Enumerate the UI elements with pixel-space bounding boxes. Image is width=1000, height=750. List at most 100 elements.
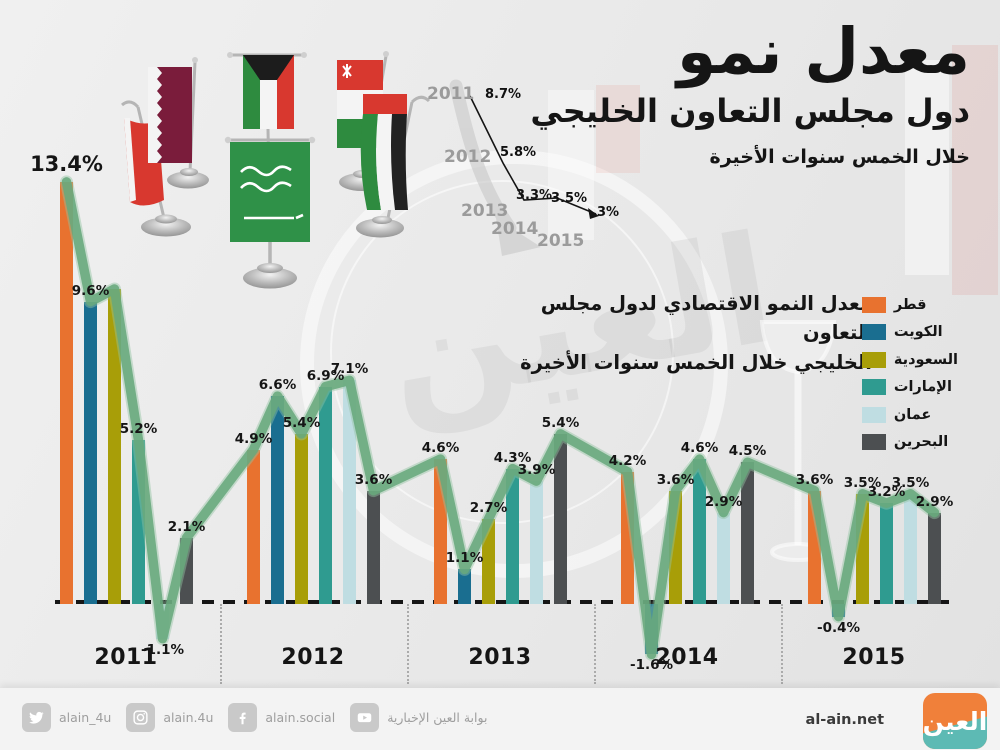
facebook-link[interactable]: alain.social: [228, 703, 335, 732]
gcc-flags-illustration: [121, 51, 431, 289]
legend: قطر الكويت السعودية الإمارات عمان البحرين: [861, 294, 958, 459]
bar-value-bahrain-2015: 2.9%: [915, 493, 954, 510]
title-block: معدل نمو دول مجلس التعاون الخليجي خلال ا…: [530, 15, 971, 169]
legend-label-qatar: قطر: [893, 296, 927, 313]
mini-year-2014: 2014: [491, 219, 539, 239]
page-title: معدل نمو: [677, 15, 970, 88]
bar-value-qatar-2014: 4.2%: [608, 452, 647, 469]
mini-year-2011: 2011: [427, 84, 475, 104]
mini-value-2013: 3.3%: [516, 188, 553, 203]
legend-item-oman: عمان: [861, 404, 958, 425]
bar-value-saudi-2012: 5.4%: [282, 414, 321, 431]
chart-description-line1: معدل النمو الاقتصادي لدول مجلس التعاون: [540, 292, 872, 345]
bar-oman-2015: [904, 493, 917, 604]
bar-value-saudi-2013: 2.7%: [469, 499, 508, 516]
bar-value-oman-2015: 3.5%: [891, 474, 930, 491]
bar-value-uae-2014: 4.6%: [680, 440, 719, 457]
mini-value-2015: 3%: [597, 205, 620, 220]
bar-saudi-2012: [295, 433, 308, 604]
legend-swatch-kuwait: [861, 324, 886, 340]
year-label-2013: 2013: [468, 645, 532, 670]
bar-value-qatar-2011: 13.4%: [30, 151, 103, 176]
legend-swatch-uae: [861, 379, 886, 395]
bar-oman-2011: [156, 604, 169, 639]
legend-label-saudi: السعودية: [893, 351, 958, 368]
bar-value-qatar-2012: 4.9%: [234, 430, 273, 447]
bar-oman-2012: [343, 380, 356, 604]
facebook-icon[interactable]: [228, 703, 258, 732]
bar-qatar-2014: [621, 471, 634, 604]
kuwait-flag: [227, 52, 307, 248]
bar-value-qatar-2013: 4.6%: [421, 440, 460, 457]
year-label-2012: 2012: [281, 645, 345, 670]
year-separator: [781, 604, 783, 684]
bahrain-flag: [121, 100, 191, 237]
bar-value-kuwait-2011: 9.6%: [71, 282, 110, 299]
bar-value-uae-2011: 5.2%: [119, 421, 158, 438]
legend-label-oman: عمان: [893, 406, 932, 423]
twitter-icon[interactable]: [22, 703, 51, 732]
bar-kuwait-2013: [458, 569, 471, 604]
mini-value-2014: 3.5%: [551, 191, 588, 206]
bar-value-bahrain-2011: 2.1%: [167, 518, 206, 535]
youtube-icon[interactable]: [350, 703, 380, 732]
instagram-link[interactable]: alain.4u: [126, 703, 213, 732]
legend-swatch-saudi: [861, 351, 886, 368]
legend-item-uae: الإمارات: [861, 377, 958, 398]
bar-saudi-2011: [108, 289, 121, 604]
year-label-2011: 2011: [94, 645, 158, 670]
bar-value-saudi-2014: 3.6%: [656, 471, 695, 488]
chart-description-line2: الخليجي خلال الخمس سنوات الأخيرة: [520, 350, 872, 374]
bar-value-kuwait-2012: 6.6%: [258, 377, 297, 394]
bar-value-kuwait-2014: -1.6%: [629, 657, 674, 674]
bar-value-oman-2013: 3.9%: [517, 462, 556, 479]
legend-item-bahrain: البحرين: [861, 432, 958, 453]
bar-kuwait-2015: [832, 604, 845, 617]
bar-bahrain-2011: [180, 537, 193, 604]
legend-label-kuwait: الكويت: [893, 324, 943, 340]
bar-value-bahrain-2014: 4.5%: [728, 443, 767, 460]
bar-value-oman-2012: 7.1%: [330, 361, 369, 378]
year-separator: [407, 604, 409, 684]
footer-bar: alain_4u alain.4u alain.social بوابة الع…: [0, 688, 1000, 750]
legend-label-bahrain: البحرين: [893, 434, 949, 450]
legend-swatch-qatar: [861, 296, 886, 313]
bar-value-kuwait-2013: 1.1%: [445, 550, 484, 567]
bar-bahrain-2013: [554, 433, 567, 604]
bar-value-kuwait-2015: -0.4%: [816, 619, 861, 636]
alain-logo[interactable]: العين: [923, 693, 987, 749]
instagram-icon[interactable]: [126, 703, 156, 732]
bar-value-oman-2014: 2.9%: [704, 493, 743, 510]
bar-uae-2013: [506, 468, 519, 604]
chart-description: معدل النمو الاقتصادي لدول مجلس التعاون ا…: [500, 289, 872, 377]
bar-uae-2015: [880, 503, 893, 604]
oman-flag: [337, 51, 389, 191]
twitter-link[interactable]: alain_4u: [22, 703, 111, 732]
youtube-link[interactable]: بوابة العين الإخبارية: [350, 703, 487, 732]
bar-qatar-2015: [808, 490, 821, 604]
bar-value-bahrain-2013: 5.4%: [541, 414, 580, 431]
bar-bahrain-2012: [367, 490, 380, 604]
qatar-flag: [148, 57, 209, 189]
mini-year-2015: 2015: [537, 231, 585, 251]
legend-swatch-oman: [861, 406, 886, 423]
bar-value-qatar-2015: 3.6%: [795, 471, 834, 488]
mini-year-2012: 2012: [444, 147, 492, 167]
legend-swatch-bahrain: [861, 434, 886, 450]
bar-qatar-2012: [247, 449, 260, 604]
alain-logo-text: العين: [923, 706, 987, 736]
legend-item-saudi: السعودية: [861, 349, 958, 370]
uae-flag: [356, 94, 431, 238]
bar-qatar-2013: [434, 459, 447, 604]
twitter-handle: alain_4u: [59, 710, 112, 725]
page-tagline: خلال الخمس سنوات الأخيرة: [709, 146, 971, 169]
bar-uae-2011: [132, 440, 145, 604]
youtube-handle: بوابة العين الإخبارية: [387, 710, 488, 725]
year-label-2015: 2015: [842, 645, 906, 670]
bar-saudi-2013: [482, 518, 495, 604]
page-subtitle: دول مجلس التعاون الخليجي: [530, 92, 970, 131]
year-separator: [594, 604, 596, 684]
bar-oman-2013: [530, 481, 543, 604]
instagram-handle: alain.4u: [163, 710, 214, 725]
